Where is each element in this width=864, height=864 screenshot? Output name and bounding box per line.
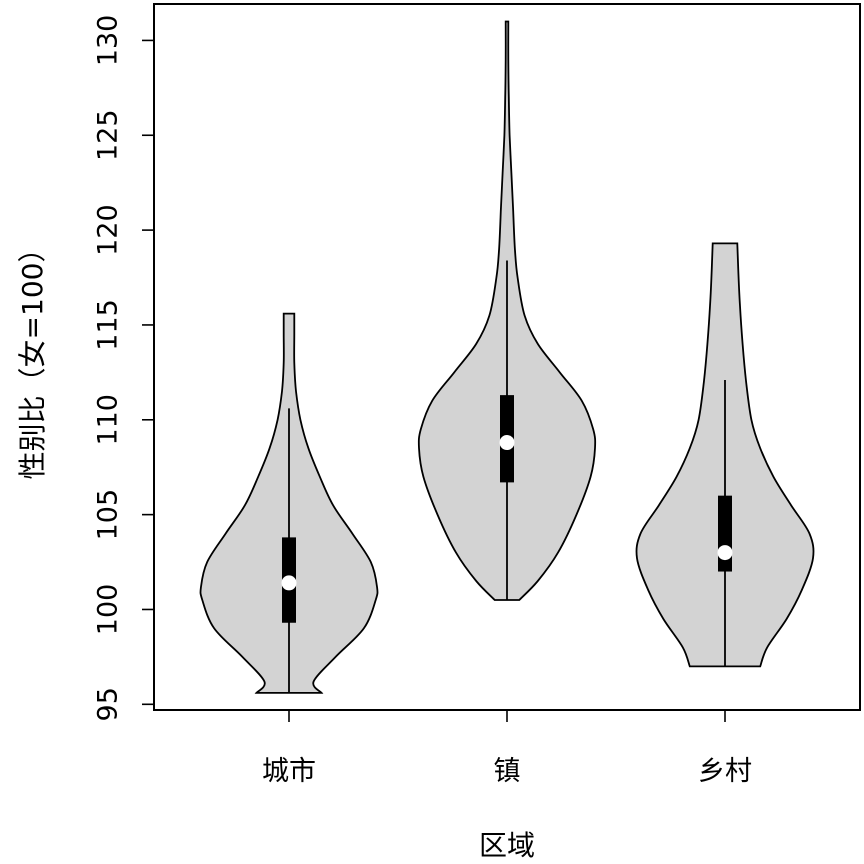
- median-point: [281, 575, 297, 591]
- y-tick-label: 130: [92, 15, 123, 67]
- y-tick-label: 95: [92, 687, 123, 721]
- x-tick-label: 镇: [494, 756, 521, 787]
- y-tick-label: 115: [92, 299, 123, 351]
- x-tick-label: 城市: [262, 756, 316, 787]
- x-axis: 城市 镇 乡村: [262, 710, 752, 787]
- y-tick-label: 125: [92, 109, 123, 161]
- violins-layer: [199, 20, 815, 694]
- y-tick-label: 120: [92, 204, 123, 256]
- y-tick-label: 105: [92, 489, 123, 541]
- x-tick-label: 乡村: [698, 756, 752, 787]
- y-tick-label: 100: [92, 584, 123, 636]
- y-tick-label: 110: [92, 394, 123, 446]
- y-axis: 95 100 105 110 115 120 125 130: [92, 15, 154, 721]
- x-axis-title: 区域: [479, 829, 535, 862]
- median-point: [499, 435, 515, 451]
- median-point: [717, 545, 733, 561]
- y-axis-title: 性别比（女=100）: [16, 235, 49, 480]
- iqr-box: [718, 495, 732, 572]
